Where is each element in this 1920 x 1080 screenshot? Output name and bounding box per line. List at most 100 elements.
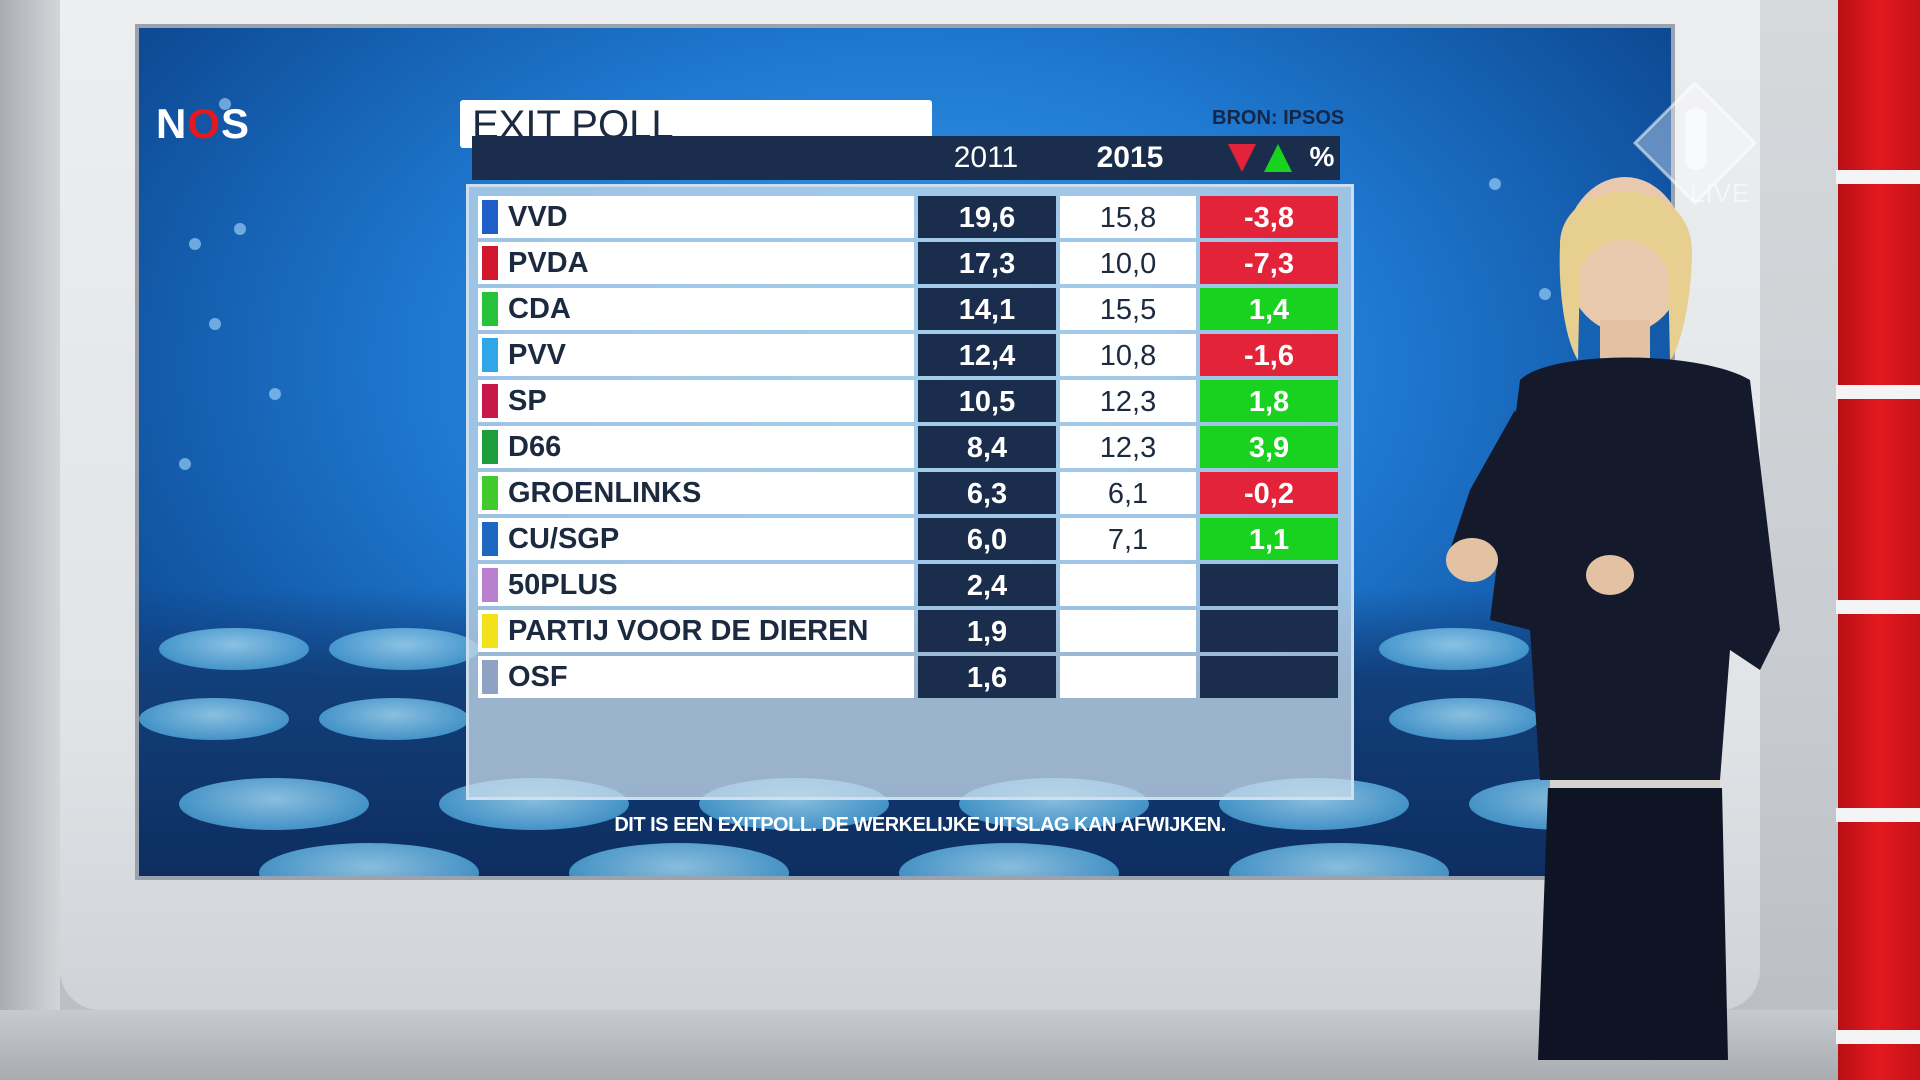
floor-disc: [259, 843, 479, 876]
party-color-swatch: [482, 338, 498, 372]
value-change: 1,4: [1200, 288, 1338, 330]
value-2011: 6,3: [918, 472, 1056, 514]
value-2011: 2,4: [918, 564, 1056, 606]
screen-sparkle: [1539, 288, 1551, 300]
value-change: [1200, 656, 1338, 698]
studio-red-wall: [1838, 0, 1920, 1080]
table-row: CU/SGP 6,0 7,1 1,1: [478, 518, 1342, 560]
change-arrows: [1228, 144, 1292, 172]
down-triangle-icon: [1228, 144, 1256, 172]
party-cell: PARTIJ VOOR DE DIEREN: [478, 610, 914, 652]
npo-logo-icon: [1632, 80, 1758, 206]
screen-sparkle: [209, 318, 221, 330]
red-wall-stripe: [1836, 808, 1920, 822]
party-name: PARTIJ VOOR DE DIEREN: [508, 615, 869, 647]
party-cell: GROENLINKS: [478, 472, 914, 514]
presenter-blouse: [1490, 357, 1780, 780]
value-change: -3,8: [1200, 196, 1338, 238]
value-change: -1,6: [1200, 334, 1338, 376]
studio-wall-left: [0, 0, 60, 1080]
value-2015: 12,3: [1060, 380, 1196, 422]
screen-sparkle: [1489, 178, 1501, 190]
value-change: -7,3: [1200, 242, 1338, 284]
value-2011: 1,9: [918, 610, 1056, 652]
party-color-swatch: [482, 384, 498, 418]
column-header-percent: %: [1309, 141, 1335, 172]
red-wall-stripe: [1836, 170, 1920, 184]
party-name: CU/SGP: [508, 523, 620, 555]
party-color-swatch: [482, 476, 498, 510]
value-2011: 17,3: [918, 242, 1056, 284]
presenter-belt: [1550, 780, 1720, 788]
nos-logo-letter: N: [156, 100, 188, 147]
value-2015: 15,5: [1060, 288, 1196, 330]
party-color-swatch: [482, 430, 498, 464]
party-cell: 50PLUS: [478, 564, 914, 606]
table-row: PVDA 17,3 10,0 -7,3: [478, 242, 1342, 284]
value-change: [1200, 564, 1338, 606]
table-row: PARTIJ VOOR DE DIEREN 1,9: [478, 610, 1342, 652]
floor-disc: [139, 698, 289, 740]
table-row: VVD 19,6 15,8 -3,8: [478, 196, 1342, 238]
presenter-hand: [1446, 538, 1498, 582]
value-2015: 6,1: [1060, 472, 1196, 514]
value-2011: 10,5: [918, 380, 1056, 422]
floor-disc: [1379, 628, 1529, 670]
screen-sparkle: [179, 458, 191, 470]
table-row: OSF 1,6: [478, 656, 1342, 698]
npo-live-label: LIVE: [1690, 178, 1751, 208]
table-row: GROENLINKS 6,3 6,1 -0,2: [478, 472, 1342, 514]
party-color-swatch: [482, 246, 498, 280]
value-2015: [1060, 656, 1196, 698]
party-name: D66: [508, 431, 562, 463]
party-cell: CU/SGP: [478, 518, 914, 560]
party-color-swatch: [482, 614, 498, 648]
table-row: D66 8,4 12,3 3,9: [478, 426, 1342, 468]
column-header-2011: 2011: [953, 141, 1019, 174]
party-color-swatch: [482, 522, 498, 556]
value-2011: 19,6: [918, 196, 1056, 238]
value-2015: 7,1: [1060, 518, 1196, 560]
presenter-hand: [1586, 555, 1634, 595]
party-cell: OSF: [478, 656, 914, 698]
red-wall-stripe: [1836, 600, 1920, 614]
presenter-hair: [1559, 191, 1692, 360]
floor-disc: [319, 698, 469, 740]
table-row: CDA 14,1 15,5 1,4: [478, 288, 1342, 330]
exit-poll-disclaimer: DIT IS EEN EXITPOLL. DE WERKELIJKE UITSL…: [614, 814, 1226, 836]
screen-sparkle: [269, 388, 281, 400]
column-header-2015: 2015: [1096, 141, 1164, 174]
floor-disc: [1229, 843, 1449, 876]
party-color-swatch: [482, 568, 498, 602]
value-2015: 10,8: [1060, 334, 1196, 376]
party-name: GROENLINKS: [508, 477, 702, 509]
value-change: 3,9: [1200, 426, 1338, 468]
value-2015: [1060, 610, 1196, 652]
table-row: SP 10,5 12,3 1,8: [478, 380, 1342, 422]
party-name: PVDA: [508, 247, 589, 279]
nos-logo-letter: S: [221, 100, 251, 147]
screen-sparkle: [234, 223, 246, 235]
party-name: OSF: [508, 661, 568, 693]
party-cell: D66: [478, 426, 914, 468]
party-name: PVV: [508, 339, 567, 371]
value-change: 1,8: [1200, 380, 1338, 422]
party-color-swatch: [482, 660, 498, 694]
party-name: SP: [508, 385, 547, 417]
party-name: 50PLUS: [508, 569, 618, 601]
value-2011: 1,6: [918, 656, 1056, 698]
poll-source: BRON: IPSOS: [1212, 107, 1345, 129]
floor-disc: [179, 778, 369, 830]
table-header-bar: [472, 136, 1340, 180]
floor-disc: [899, 843, 1119, 876]
value-2015: 15,8: [1060, 196, 1196, 238]
presenter-figure: [1446, 177, 1780, 1060]
party-cell: SP: [478, 380, 914, 422]
value-2011: 6,0: [918, 518, 1056, 560]
value-2015: 12,3: [1060, 426, 1196, 468]
value-2011: 12,4: [918, 334, 1056, 376]
party-cell: CDA: [478, 288, 914, 330]
party-cell: PVV: [478, 334, 914, 376]
value-change: [1200, 610, 1338, 652]
value-change: 1,1: [1200, 518, 1338, 560]
